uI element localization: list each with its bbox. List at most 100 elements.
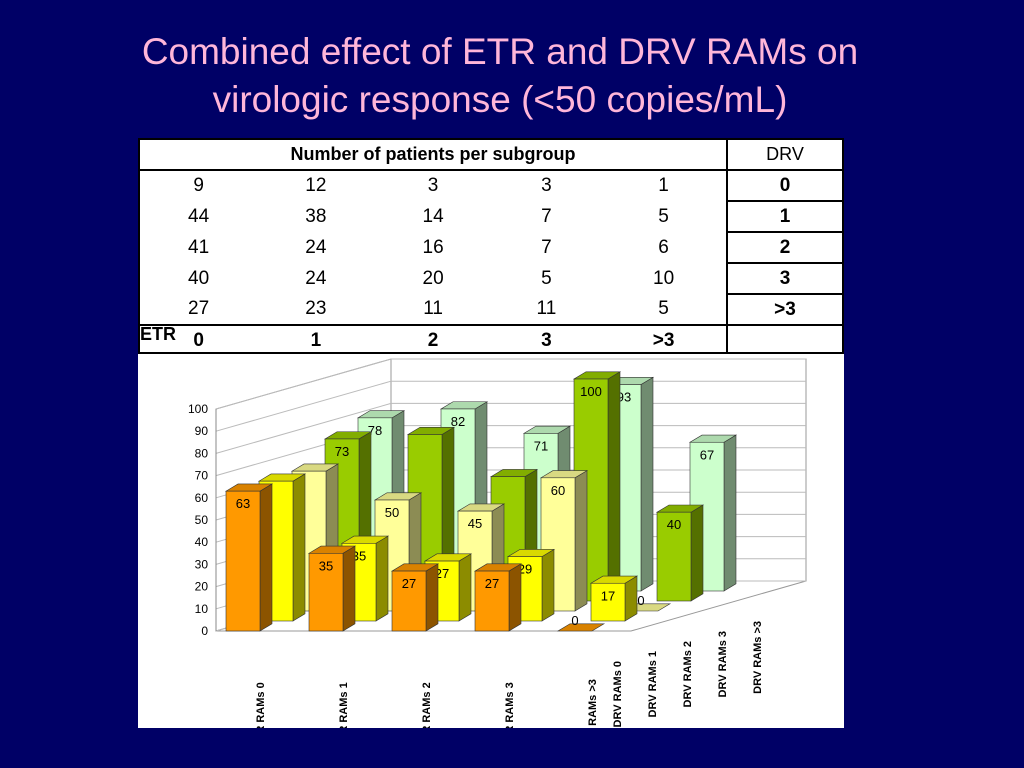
bar xyxy=(656,511,692,602)
table-cell: 5 xyxy=(541,267,552,289)
data-label: 27 xyxy=(402,576,416,591)
bar-side xyxy=(425,563,439,632)
title-line-1: Combined effect of ETR and DRV RAMs on xyxy=(141,31,859,72)
y-tick-label: 20 xyxy=(195,580,209,594)
gridline xyxy=(215,380,806,432)
table-header-row: Number of patients per subgroup DRV xyxy=(140,140,842,171)
bar-flat xyxy=(556,623,606,632)
x-tick-label: ETR RAMs 1 xyxy=(338,682,350,728)
bar-side xyxy=(508,563,522,632)
etr-value: 3 xyxy=(491,324,602,355)
table-cell: 44 xyxy=(188,205,210,227)
data-label: 35 xyxy=(352,548,366,563)
table-cell: 41 xyxy=(188,236,210,258)
x-tick-label: ETR RAMs 3 xyxy=(504,682,516,728)
series-label: DRV RAMs >3 xyxy=(752,621,764,694)
data-label: 35 xyxy=(319,558,333,573)
patients-table: Number of patients per subgroup DRV 9 12… xyxy=(138,138,844,355)
table-cell: 40 xyxy=(188,267,210,289)
y-tick-label: 60 xyxy=(195,491,209,505)
table-cell: 1 xyxy=(658,175,669,196)
title-line-2: virologic response (<50 copies/mL) xyxy=(212,79,788,120)
etr-value: 0 xyxy=(193,329,204,351)
table-cell: 3 xyxy=(427,175,439,196)
table-row: 27 23 11 11 5 >3 xyxy=(140,294,842,326)
table-cell: 14 xyxy=(422,205,444,227)
table-cell: 24 xyxy=(305,236,327,258)
series-label: DRV RAMs 1 xyxy=(647,651,659,717)
table-cell: 11 xyxy=(536,298,557,319)
y-tick-label: 30 xyxy=(195,557,209,571)
bar-chart-3d: 0 10 20 30 40 50 60 70 80 90 100 78 82 71 93 67 73 100 40 5… xyxy=(138,354,844,751)
bar-side xyxy=(458,553,472,622)
bar-side xyxy=(574,470,588,612)
table-cell: 5 xyxy=(658,205,669,227)
bar xyxy=(391,570,427,632)
data-label: 45 xyxy=(468,516,482,531)
table-row: 44 38 14 7 5 1 xyxy=(140,201,842,233)
drv-cell: 3 xyxy=(726,263,842,295)
chart-svg: 0 10 20 30 40 50 60 70 80 90 100 78 82 71 93 67 73 100 40 5… xyxy=(188,358,807,751)
table-row: 9 12 3 3 1 0 xyxy=(140,170,842,202)
y-tick-label: 40 xyxy=(195,535,209,549)
data-label: 0 xyxy=(637,593,644,608)
etr-value: 1 xyxy=(257,324,375,355)
y-tick-label: 10 xyxy=(195,602,209,616)
data-label: 82 xyxy=(451,414,465,429)
y-tick-label: 0 xyxy=(201,624,208,638)
patients-table-grid: Number of patients per subgroup DRV 9 12… xyxy=(140,140,842,355)
data-label: 50 xyxy=(385,505,399,520)
series-label: DRV RAMs 2 xyxy=(682,641,694,707)
data-label: 93 xyxy=(617,390,631,405)
series-label: DRV RAMs 3 xyxy=(717,631,729,697)
table-row: 40 24 20 5 10 3 xyxy=(140,263,842,295)
table-cell: 20 xyxy=(422,267,444,289)
data-label: 100 xyxy=(580,384,602,399)
table-cell: 23 xyxy=(305,298,327,319)
drv-cell: >3 xyxy=(726,294,842,326)
data-label: 67 xyxy=(700,447,714,462)
table-cell: 3 xyxy=(541,175,552,196)
bar-side xyxy=(690,504,704,602)
etr-value: 2 xyxy=(374,324,492,355)
y-tick-label: 80 xyxy=(195,446,209,460)
table-cell: 6 xyxy=(658,236,669,258)
etr-cell-0: ETR 0 xyxy=(140,324,258,355)
data-label: 27 xyxy=(435,566,449,581)
data-label: 73 xyxy=(335,444,349,459)
bar-side xyxy=(375,535,389,622)
table-header: Number of patients per subgroup xyxy=(140,140,727,171)
table-cell: 24 xyxy=(305,267,327,289)
y-tick-label: 50 xyxy=(195,513,209,527)
drv-cell: 1 xyxy=(726,201,842,233)
bar-side xyxy=(723,434,737,592)
bar xyxy=(225,490,261,632)
bar-side xyxy=(607,371,621,602)
table-cell: 5 xyxy=(658,298,669,319)
data-label: 27 xyxy=(485,576,499,591)
x-tick-label: ETR RAMs 0 xyxy=(255,682,267,728)
table-cell: 38 xyxy=(305,205,327,227)
y-tick-label: 90 xyxy=(195,424,209,438)
bar-side xyxy=(259,483,273,632)
etr-label: ETR xyxy=(140,324,176,344)
data-label: 71 xyxy=(534,438,548,453)
drv-cell: 0 xyxy=(726,170,842,202)
bar xyxy=(474,570,510,632)
table-cell: 11 xyxy=(423,298,443,319)
data-label: 60 xyxy=(551,483,565,498)
data-label: 29 xyxy=(518,562,532,577)
y-tick-label: 70 xyxy=(195,469,209,483)
etr-value: >3 xyxy=(601,324,727,355)
data-label: 40 xyxy=(667,517,681,532)
data-label: 0 xyxy=(571,613,578,628)
bar xyxy=(590,582,626,622)
bar-side xyxy=(541,548,555,622)
gridline xyxy=(215,358,806,410)
slide-title: Combined effect of ETR and DRV RAMs on v… xyxy=(0,28,1000,124)
table-cell: 16 xyxy=(422,236,444,258)
y-tick-label: 100 xyxy=(188,402,208,416)
data-label: 63 xyxy=(236,496,250,511)
table-cell: 9 xyxy=(193,175,204,196)
table-cell: 7 xyxy=(541,205,552,227)
